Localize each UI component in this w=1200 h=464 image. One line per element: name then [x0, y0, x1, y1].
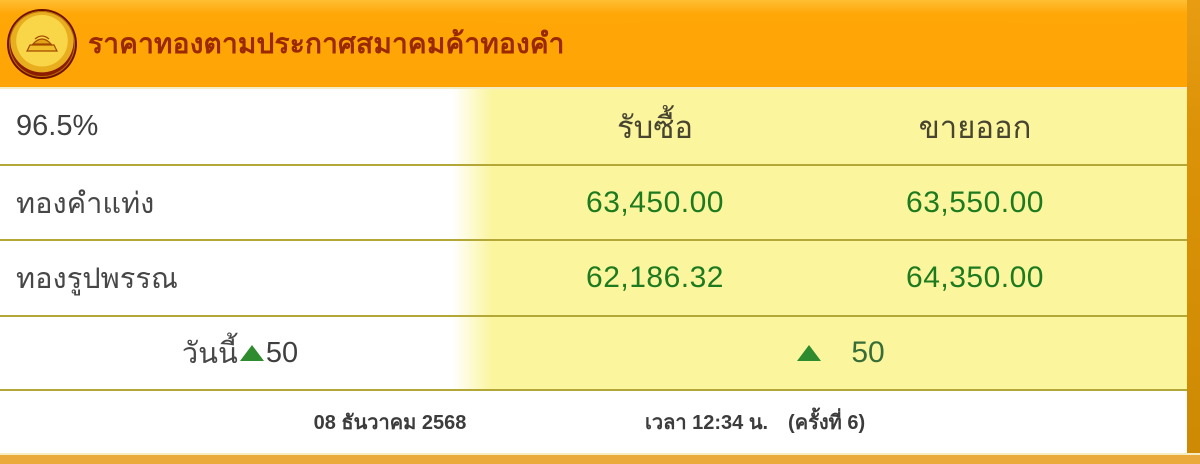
today-change-value-right: 50 [851, 336, 885, 369]
right-border-strip [1187, 0, 1200, 453]
table-row-gold-ornament: ทองรูปพรรณ 62,186.32 64,350.00 [0, 241, 1200, 317]
announcement-round: (ครั้งที่ 6) [788, 412, 866, 434]
gold-bar-sell-price: 63,550.00 [906, 185, 1044, 219]
gold-ornament-label: ทองรูปพรรณ [16, 263, 178, 295]
column-header-sell: ขายออก [918, 109, 1032, 145]
today-change-value: 50 [265, 336, 299, 369]
gold-ingot-icon [26, 34, 58, 52]
gold-bar-buy-price: 63,450.00 [586, 185, 724, 219]
gold-bar-label: ทองคำแท่ง [16, 187, 155, 220]
today-change-right: 50 [480, 317, 1200, 389]
bottom-orange-bar [0, 455, 1200, 464]
header-bar: ราคาทองตามประกาศสมาคมค้าทองคำ [0, 0, 1200, 87]
announcement-date: 08 ธันวาคม 2568 [313, 412, 467, 434]
today-change-row: วันนี้ 50 50 [0, 317, 1200, 391]
column-header-buy: รับซื้อ [617, 109, 693, 145]
up-arrow-icon [797, 345, 822, 361]
purity-label: 96.5% [16, 110, 99, 142]
bottom-divider [0, 453, 1200, 455]
table-row-gold-bar: ทองคำแท่ง 63,450.00 63,550.00 [0, 166, 1200, 241]
gold-ornament-sell-price: 64,350.00 [906, 261, 1044, 294]
table-header-row: 96.5% รับซื้อ ขายออก [0, 87, 1200, 166]
up-arrow-icon [239, 345, 264, 361]
today-label: วันนี้ [181, 338, 238, 370]
today-change-left: วันนี้ 50 [0, 317, 480, 389]
footer-bar: 08 ธันวาคม 2568 เวลา 12:34 น. (ครั้งที่ … [0, 391, 1200, 453]
announcement-time: เวลา 12:34 น. [645, 412, 769, 434]
page-title: ราคาทองตามประกาศสมาคมค้าทองคำ [88, 27, 565, 59]
gold-traders-association-logo-icon [9, 10, 75, 77]
gold-ornament-buy-price: 62,186.32 [586, 261, 724, 294]
